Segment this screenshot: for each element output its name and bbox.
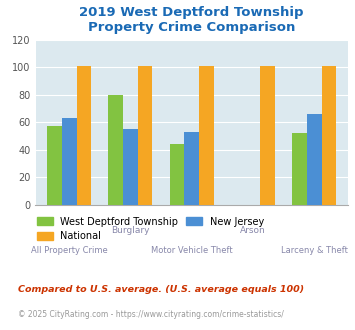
Bar [260, 66, 275, 205]
Bar [307, 114, 322, 205]
Bar [123, 129, 138, 205]
Bar [138, 66, 153, 205]
Bar [77, 66, 91, 205]
Bar [184, 132, 199, 205]
Text: Larceny & Theft: Larceny & Theft [281, 246, 348, 255]
Text: All Property Crime: All Property Crime [31, 246, 108, 255]
Bar [292, 133, 307, 205]
Bar [62, 118, 77, 205]
Text: Burglary: Burglary [111, 226, 150, 235]
Bar [170, 144, 184, 205]
Title: 2019 West Deptford Township
Property Crime Comparison: 2019 West Deptford Township Property Cri… [80, 6, 304, 34]
Text: Motor Vehicle Theft: Motor Vehicle Theft [151, 246, 233, 255]
Bar [47, 126, 62, 205]
Legend: West Deptford Township, National, New Jersey: West Deptford Township, National, New Je… [33, 213, 268, 245]
Bar [199, 66, 214, 205]
Bar [322, 66, 336, 205]
Text: Arson: Arson [240, 226, 266, 235]
Bar [108, 95, 123, 205]
Text: © 2025 CityRating.com - https://www.cityrating.com/crime-statistics/: © 2025 CityRating.com - https://www.city… [18, 310, 284, 319]
Text: Compared to U.S. average. (U.S. average equals 100): Compared to U.S. average. (U.S. average … [18, 285, 304, 294]
